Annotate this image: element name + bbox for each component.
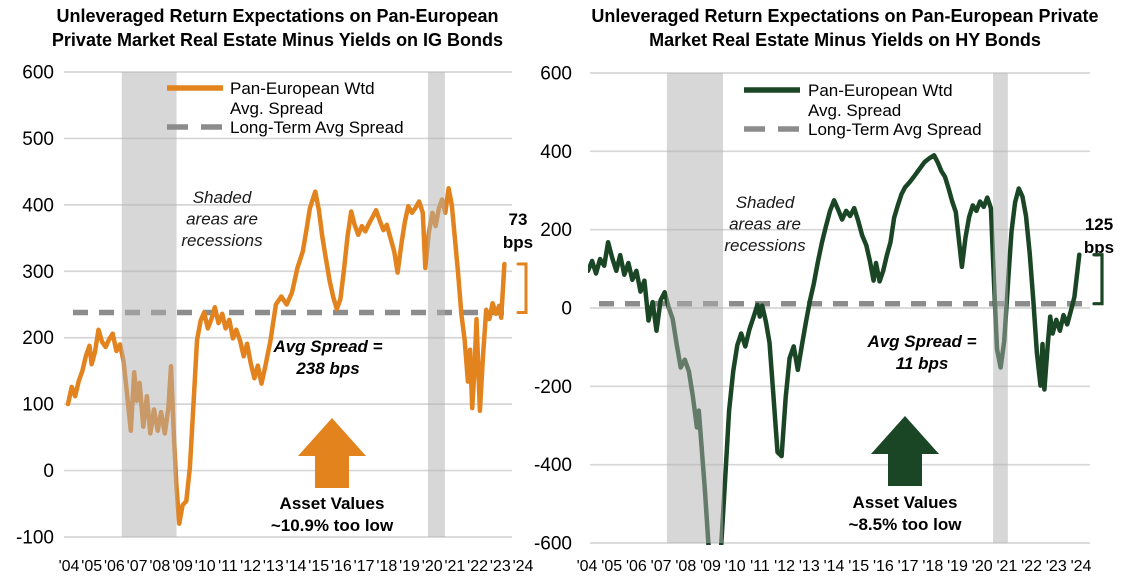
- x-axis-tick-label: '11: [218, 558, 238, 575]
- legend-series-label: Avg. Spread: [230, 99, 323, 118]
- legend-avg-label: Long-Term Avg Spread: [808, 120, 982, 139]
- y-axis-tick-label: 400: [22, 195, 54, 216]
- x-axis-tick-label: '12: [240, 558, 261, 575]
- left-chart: 600 500 400 300 200 100 0 -100 '04'05'06'07'08'0…: [16, 63, 534, 576]
- y-axis-tick-label: 100: [22, 395, 54, 416]
- y-axis-tick-label: -100: [16, 528, 54, 549]
- avg-spread-note: 238 bps: [295, 359, 359, 378]
- x-axis-tick-label: '14: [286, 558, 307, 575]
- left-chart-title-line1: Unleveraged Return Expectations on Pan-E…: [56, 6, 499, 26]
- recession-note: Shaded: [193, 188, 252, 207]
- recession-band: [121, 72, 177, 537]
- x-axis-tick-label: '08: [675, 558, 696, 575]
- x-axis-tick-label: '15: [308, 558, 329, 575]
- left-chart-title-line2: Private Market Real Estate Minus Yields …: [51, 30, 504, 50]
- recession-note: areas are: [729, 215, 801, 234]
- x-axis-tick-label: '10: [195, 558, 216, 575]
- x-axis-tick-label: '24: [513, 558, 534, 575]
- y-axis-tick-label: 600: [540, 64, 572, 85]
- avg-spread-note: Avg Spread =: [272, 337, 382, 356]
- legend-series-label: Avg. Spread: [808, 101, 901, 120]
- left-chart-title: Unleveraged Return Expectations on Pan-E…: [10, 4, 545, 52]
- avg-spread-note: Avg Spread =: [866, 332, 976, 351]
- x-axis-tick-label: '07: [127, 558, 148, 575]
- x-axis-tick-label: '23: [1046, 558, 1067, 575]
- y-axis-tick-label: 500: [22, 129, 54, 150]
- recession-note: recessions: [181, 231, 263, 250]
- y-axis-tick-label: -200: [534, 377, 572, 398]
- x-axis-tick-label: '16: [873, 558, 894, 575]
- asset-values-note: ~8.5% too low: [849, 515, 963, 534]
- up-arrow: [871, 416, 939, 486]
- asset-values-note: ~10.9% too low: [271, 516, 394, 535]
- avg-spread-note: 11 bps: [896, 354, 949, 373]
- x-axis-tick-label: '04: [577, 558, 598, 575]
- y-axis-tick-label: -400: [534, 455, 572, 476]
- x-axis-tick-label: '19: [947, 558, 968, 575]
- end-value-label: 125: [1085, 215, 1113, 234]
- x-axis-tick-label: '12: [774, 558, 795, 575]
- y-axis-tick-label: 600: [22, 63, 54, 84]
- x-axis-tick-label: '05: [601, 558, 622, 575]
- y-axis-tick-label: 0: [43, 461, 54, 482]
- recession-band: [666, 73, 724, 543]
- x-axis-tick-label: '04: [59, 558, 80, 575]
- x-axis-tick-label: '09: [172, 558, 193, 575]
- end-value-bracket: [1092, 253, 1104, 306]
- x-axis-tick-label: '06: [626, 558, 647, 575]
- right-chart-title-line1: Unleveraged Return Expectations on Pan-E…: [591, 6, 1099, 26]
- x-axis-tick-label: '23: [490, 558, 511, 575]
- x-axis-tick-label: '16: [331, 558, 352, 575]
- x-axis-tick-label: '21: [996, 558, 1017, 575]
- x-axis-tick-label: '07: [651, 558, 672, 575]
- recession-note: areas are: [186, 210, 258, 229]
- end-value-label: bps: [1084, 238, 1114, 257]
- y-axis-tick-label: 300: [22, 262, 54, 283]
- y-axis-tick-label: 400: [540, 142, 572, 163]
- x-axis-tick-label: '10: [725, 558, 746, 575]
- recession-note: Shaded: [736, 193, 795, 212]
- y-axis-tick-label: 0: [561, 299, 572, 320]
- end-value-label: 73: [509, 210, 528, 229]
- legend-avg-label: Long-Term Avg Spread: [230, 118, 404, 137]
- right-chart: 600 400 200 0 -200 -400 -600 '04'05'06'07'08'09…: [534, 64, 1114, 576]
- up-arrow: [298, 418, 366, 488]
- recession-band: [993, 73, 1008, 543]
- legend-series-label: Pan-European Wtd: [808, 81, 953, 100]
- x-axis-tick-label: '09: [700, 558, 721, 575]
- x-axis-tick-label: '05: [81, 558, 102, 575]
- right-chart-title: Unleveraged Return Expectations on Pan-E…: [565, 4, 1125, 52]
- x-axis-tick-label: '08: [149, 558, 170, 575]
- right-chart-title-line2: Market Real Estate Minus Yields on HY Bo…: [649, 30, 1041, 50]
- x-axis-tick-label: '24: [1071, 558, 1092, 575]
- end-value-label: bps: [503, 233, 533, 252]
- x-axis-tick-label: '13: [799, 558, 820, 575]
- x-axis-tick-label: '18: [376, 558, 397, 575]
- x-axis-tick-label: '21: [444, 558, 465, 575]
- y-axis-tick-label: -600: [534, 534, 572, 555]
- x-axis-tick-label: '13: [263, 558, 284, 575]
- x-axis-tick-label: '14: [824, 558, 845, 575]
- x-axis-tick-label: '17: [354, 558, 375, 575]
- y-axis-tick-label: 200: [540, 220, 572, 241]
- y-axis-tick-label: 200: [22, 328, 54, 349]
- x-axis-tick-label: '17: [898, 558, 919, 575]
- x-axis-tick-label: '18: [922, 558, 943, 575]
- x-axis-tick-label: '15: [848, 558, 869, 575]
- end-value-bracket: [516, 262, 528, 314]
- asset-values-note: Asset Values: [853, 493, 958, 512]
- x-axis-tick-label: '11: [750, 558, 770, 575]
- x-axis-tick-label: '06: [104, 558, 125, 575]
- legend-series-label: Pan-European Wtd: [230, 79, 375, 98]
- x-axis-tick-label: '22: [467, 558, 488, 575]
- x-axis-tick-label: '22: [1021, 558, 1042, 575]
- x-axis-tick-label: '20: [422, 558, 443, 575]
- recession-note: recessions: [724, 236, 806, 255]
- x-axis-tick-label: '20: [972, 558, 993, 575]
- x-axis-tick-label: '19: [399, 558, 420, 575]
- asset-values-note: Asset Values: [280, 494, 385, 513]
- recession-band: [427, 72, 445, 537]
